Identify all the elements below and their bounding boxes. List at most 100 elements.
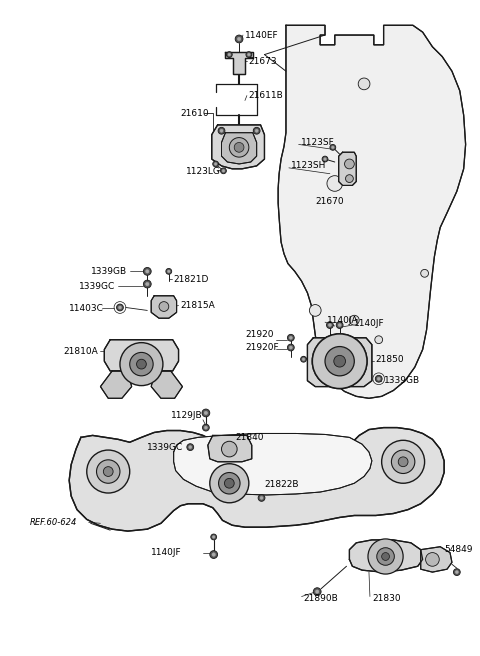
Polygon shape <box>339 152 356 186</box>
Circle shape <box>120 342 163 386</box>
Circle shape <box>328 323 331 327</box>
Circle shape <box>288 344 294 351</box>
Circle shape <box>229 138 249 157</box>
Circle shape <box>221 441 237 457</box>
Circle shape <box>204 411 208 415</box>
Circle shape <box>202 409 210 417</box>
Circle shape <box>375 336 383 344</box>
Circle shape <box>322 156 328 162</box>
Text: 21840: 21840 <box>235 433 264 442</box>
Circle shape <box>218 127 225 134</box>
Text: 21611B: 21611B <box>249 91 284 100</box>
Polygon shape <box>420 546 452 572</box>
Circle shape <box>228 53 230 56</box>
Text: 1140JA: 1140JA <box>327 316 359 325</box>
Circle shape <box>289 337 292 339</box>
Circle shape <box>215 163 217 165</box>
Circle shape <box>235 35 243 43</box>
Circle shape <box>377 548 395 565</box>
Circle shape <box>338 323 341 327</box>
Circle shape <box>212 553 216 556</box>
Circle shape <box>220 129 223 133</box>
Circle shape <box>187 443 193 451</box>
Polygon shape <box>151 296 177 318</box>
Circle shape <box>382 552 389 560</box>
Circle shape <box>300 356 306 362</box>
Circle shape <box>145 282 149 286</box>
Circle shape <box>325 346 354 376</box>
Circle shape <box>327 176 343 192</box>
Circle shape <box>426 552 439 566</box>
Circle shape <box>213 161 218 167</box>
Circle shape <box>145 270 149 273</box>
Circle shape <box>210 550 217 558</box>
Text: 1339GC: 1339GC <box>79 281 115 291</box>
Circle shape <box>358 78 370 90</box>
Text: 1140JF: 1140JF <box>151 548 182 557</box>
Circle shape <box>313 588 321 596</box>
Text: 21850: 21850 <box>376 355 405 363</box>
Circle shape <box>203 424 209 431</box>
Circle shape <box>168 270 170 273</box>
Polygon shape <box>174 434 372 495</box>
Circle shape <box>289 346 292 349</box>
Text: 21830: 21830 <box>372 594 400 603</box>
Text: 1339GB: 1339GB <box>91 267 127 276</box>
Circle shape <box>234 142 244 152</box>
Circle shape <box>420 270 429 277</box>
Text: 21920F: 21920F <box>245 343 278 352</box>
Circle shape <box>255 129 258 133</box>
Text: 21610: 21610 <box>180 109 209 117</box>
Circle shape <box>189 445 192 449</box>
Circle shape <box>312 334 367 388</box>
Text: 11403C: 11403C <box>69 304 104 313</box>
Circle shape <box>144 280 151 288</box>
Text: 21673: 21673 <box>249 57 277 66</box>
Text: 1140EF: 1140EF <box>245 31 278 39</box>
Circle shape <box>211 534 216 540</box>
Circle shape <box>103 466 113 476</box>
Circle shape <box>288 335 294 341</box>
Circle shape <box>349 316 359 325</box>
Circle shape <box>326 321 333 329</box>
Circle shape <box>391 450 415 474</box>
Circle shape <box>398 457 408 466</box>
Circle shape <box>336 321 343 329</box>
Text: 1129JB: 1129JB <box>171 411 203 420</box>
Circle shape <box>456 571 458 573</box>
Polygon shape <box>349 540 423 572</box>
Circle shape <box>222 169 225 172</box>
Circle shape <box>87 450 130 493</box>
Circle shape <box>246 52 252 58</box>
Circle shape <box>237 37 241 41</box>
Text: 1123SH: 1123SH <box>291 161 326 171</box>
Circle shape <box>334 356 346 367</box>
Text: 21670: 21670 <box>315 197 344 205</box>
Text: 21920: 21920 <box>245 331 274 339</box>
Polygon shape <box>307 338 372 386</box>
Circle shape <box>130 352 153 376</box>
Text: 21822B: 21822B <box>264 480 299 489</box>
Circle shape <box>324 157 326 160</box>
Text: 1339GC: 1339GC <box>147 443 183 451</box>
Circle shape <box>218 472 240 494</box>
Polygon shape <box>221 133 257 164</box>
Circle shape <box>260 497 263 499</box>
Circle shape <box>330 144 336 150</box>
Circle shape <box>315 590 319 594</box>
Circle shape <box>144 268 151 276</box>
Circle shape <box>368 539 403 574</box>
Polygon shape <box>69 428 444 531</box>
Circle shape <box>210 464 249 502</box>
Circle shape <box>204 426 207 429</box>
Circle shape <box>159 302 169 312</box>
Circle shape <box>212 536 215 539</box>
Circle shape <box>325 346 354 376</box>
Polygon shape <box>278 26 466 398</box>
Polygon shape <box>151 371 182 398</box>
Circle shape <box>346 174 353 182</box>
Text: 1123SF: 1123SF <box>300 138 335 147</box>
Circle shape <box>310 304 321 316</box>
Circle shape <box>225 478 234 488</box>
Circle shape <box>119 306 121 309</box>
